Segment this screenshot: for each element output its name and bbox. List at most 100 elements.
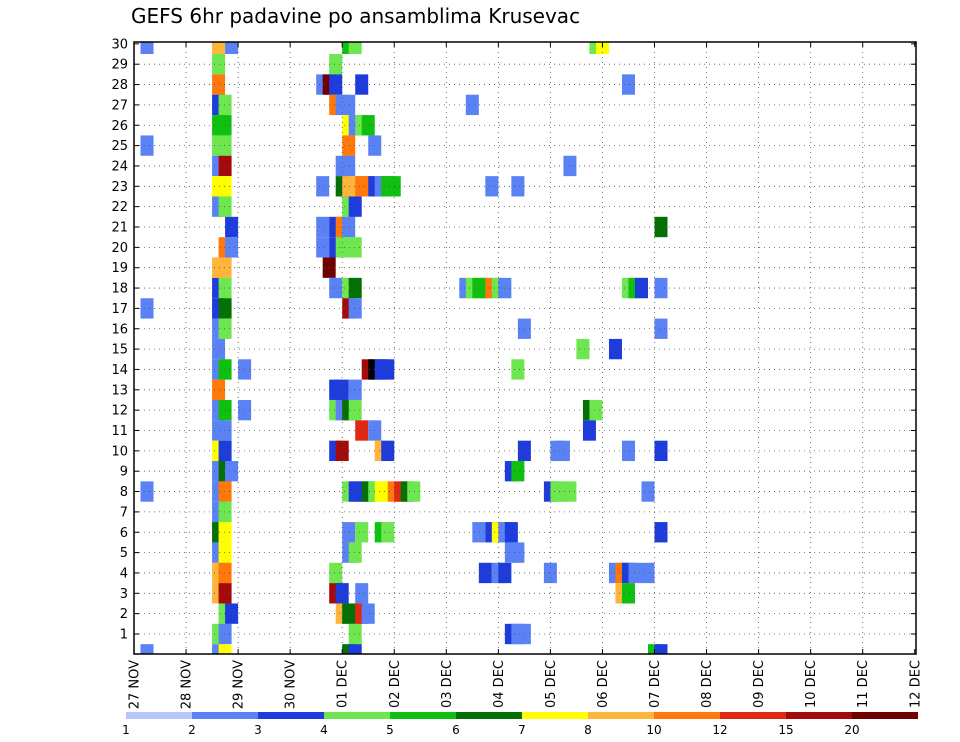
heatmap-cell [641,481,655,502]
y-tick-label: 1 [120,628,128,643]
heatmap-cell [478,562,492,584]
heatmap-cell [504,522,518,543]
colorbar-label: 15 [778,723,793,737]
heatmap-cell [654,318,668,339]
heatmap-cell [654,644,668,654]
heatmap-cell [316,237,330,258]
x-tick-label: 01 DEC [336,660,351,708]
colorbar-label: 10 [646,723,661,737]
y-tick-label: 29 [111,58,128,73]
heatmap-cell [218,257,232,278]
heatmap-cell [381,359,395,380]
heatmap-cell [342,216,356,238]
y-tick-label: 26 [111,119,128,134]
colorbar-label: 8 [584,723,592,737]
colorbar-swatch [588,712,654,719]
heatmap-cell [329,562,343,584]
heatmap-cell [212,379,226,400]
heatmap-cell [621,440,635,462]
colorbar-label: 2 [188,723,196,737]
heatmap-cell [348,277,362,299]
heatmap-cell [348,298,362,319]
heatmap-cell [225,216,239,238]
heatmap-cell [348,237,362,258]
heatmap-cell [140,135,154,156]
y-tick-label: 16 [111,322,128,337]
heatmap-cell [511,359,525,380]
heatmap-cell [218,359,232,380]
colorbar-swatch [324,712,390,719]
heatmap-cell [342,522,356,543]
heatmap-cell [621,583,635,604]
heatmap-cell [361,603,375,624]
heatmap-cell [361,115,375,136]
y-axis: 1234567891011121314151617181920212223242… [111,37,916,643]
heatmap-cell [218,562,232,584]
heatmap-cell [472,522,486,543]
x-tick-label: 04 DEC [492,660,507,708]
heatmap-cell [329,277,343,299]
heatmap-cell [225,42,239,55]
heatmap-cell [511,176,525,197]
x-tick-label: 09 DEC [752,660,767,708]
heatmap-cell [342,135,356,156]
colorbar-swatch [852,712,918,719]
heatmap-cell [218,440,232,462]
heatmap-cell [218,135,232,156]
y-tick-label: 6 [120,526,128,541]
heatmap-cell [218,481,232,502]
heatmap-cell [654,216,668,238]
heatmap-cell [212,338,226,360]
colorbar-swatch [192,712,258,719]
heatmap-cell [576,338,590,360]
heatmap-cell [654,522,668,543]
y-tick-label: 23 [111,180,128,195]
heatmap-cell [335,583,349,604]
colorbar-swatch [390,712,456,719]
y-tick-label: 5 [120,546,128,561]
y-tick-label: 21 [111,221,128,236]
heatmap-cell [225,603,239,624]
y-tick-label: 10 [111,444,128,459]
y-tick-label: 20 [111,241,128,256]
colorbar-swatch [654,712,720,719]
heatmap-cell [608,338,622,360]
y-tick-label: 4 [120,566,128,581]
x-tick-label: 29 NOV [232,660,247,709]
heatmap-cell [218,399,232,421]
heatmap-cell [348,623,362,645]
colorbar-label: 20 [844,723,859,737]
heatmap-cell [511,461,525,482]
y-tick-label: 17 [111,302,128,317]
heatmap-cell [381,522,395,543]
heatmap-cell [348,399,362,421]
y-tick-label: 15 [111,343,128,358]
heatmap-cell [342,155,356,177]
colorbar-label: 1 [122,723,130,737]
grid-lines [134,42,916,654]
heatmap-cell [335,379,349,400]
colorbar-label: 4 [320,723,328,737]
heatmap-cell [465,94,479,116]
x-tick-label: 06 DEC [596,660,611,708]
colorbar-label: 12 [712,723,727,737]
heatmap-cell [218,420,232,441]
colorbar-legend: 1 2 3 4 5 6 7 8 10 12 15 20 [122,712,918,737]
y-tick-label: 9 [120,465,128,480]
heatmap-cell [407,481,421,502]
y-tick-label: 28 [111,78,128,93]
heatmap-cell [355,420,369,441]
colorbar-swatch [522,712,588,719]
heatmap-cell [218,318,232,339]
heatmap-cell [218,522,232,543]
colorbar-swatch [786,712,852,719]
y-tick-label: 7 [120,505,128,520]
heatmap-cell [218,644,232,654]
heatmap-cell [316,216,330,238]
heatmap-cell [654,440,668,462]
heatmap-cell [140,42,154,55]
x-tick-label: 12 DEC [908,660,923,708]
y-tick-label: 12 [111,404,128,419]
heatmap-cell [654,277,668,299]
